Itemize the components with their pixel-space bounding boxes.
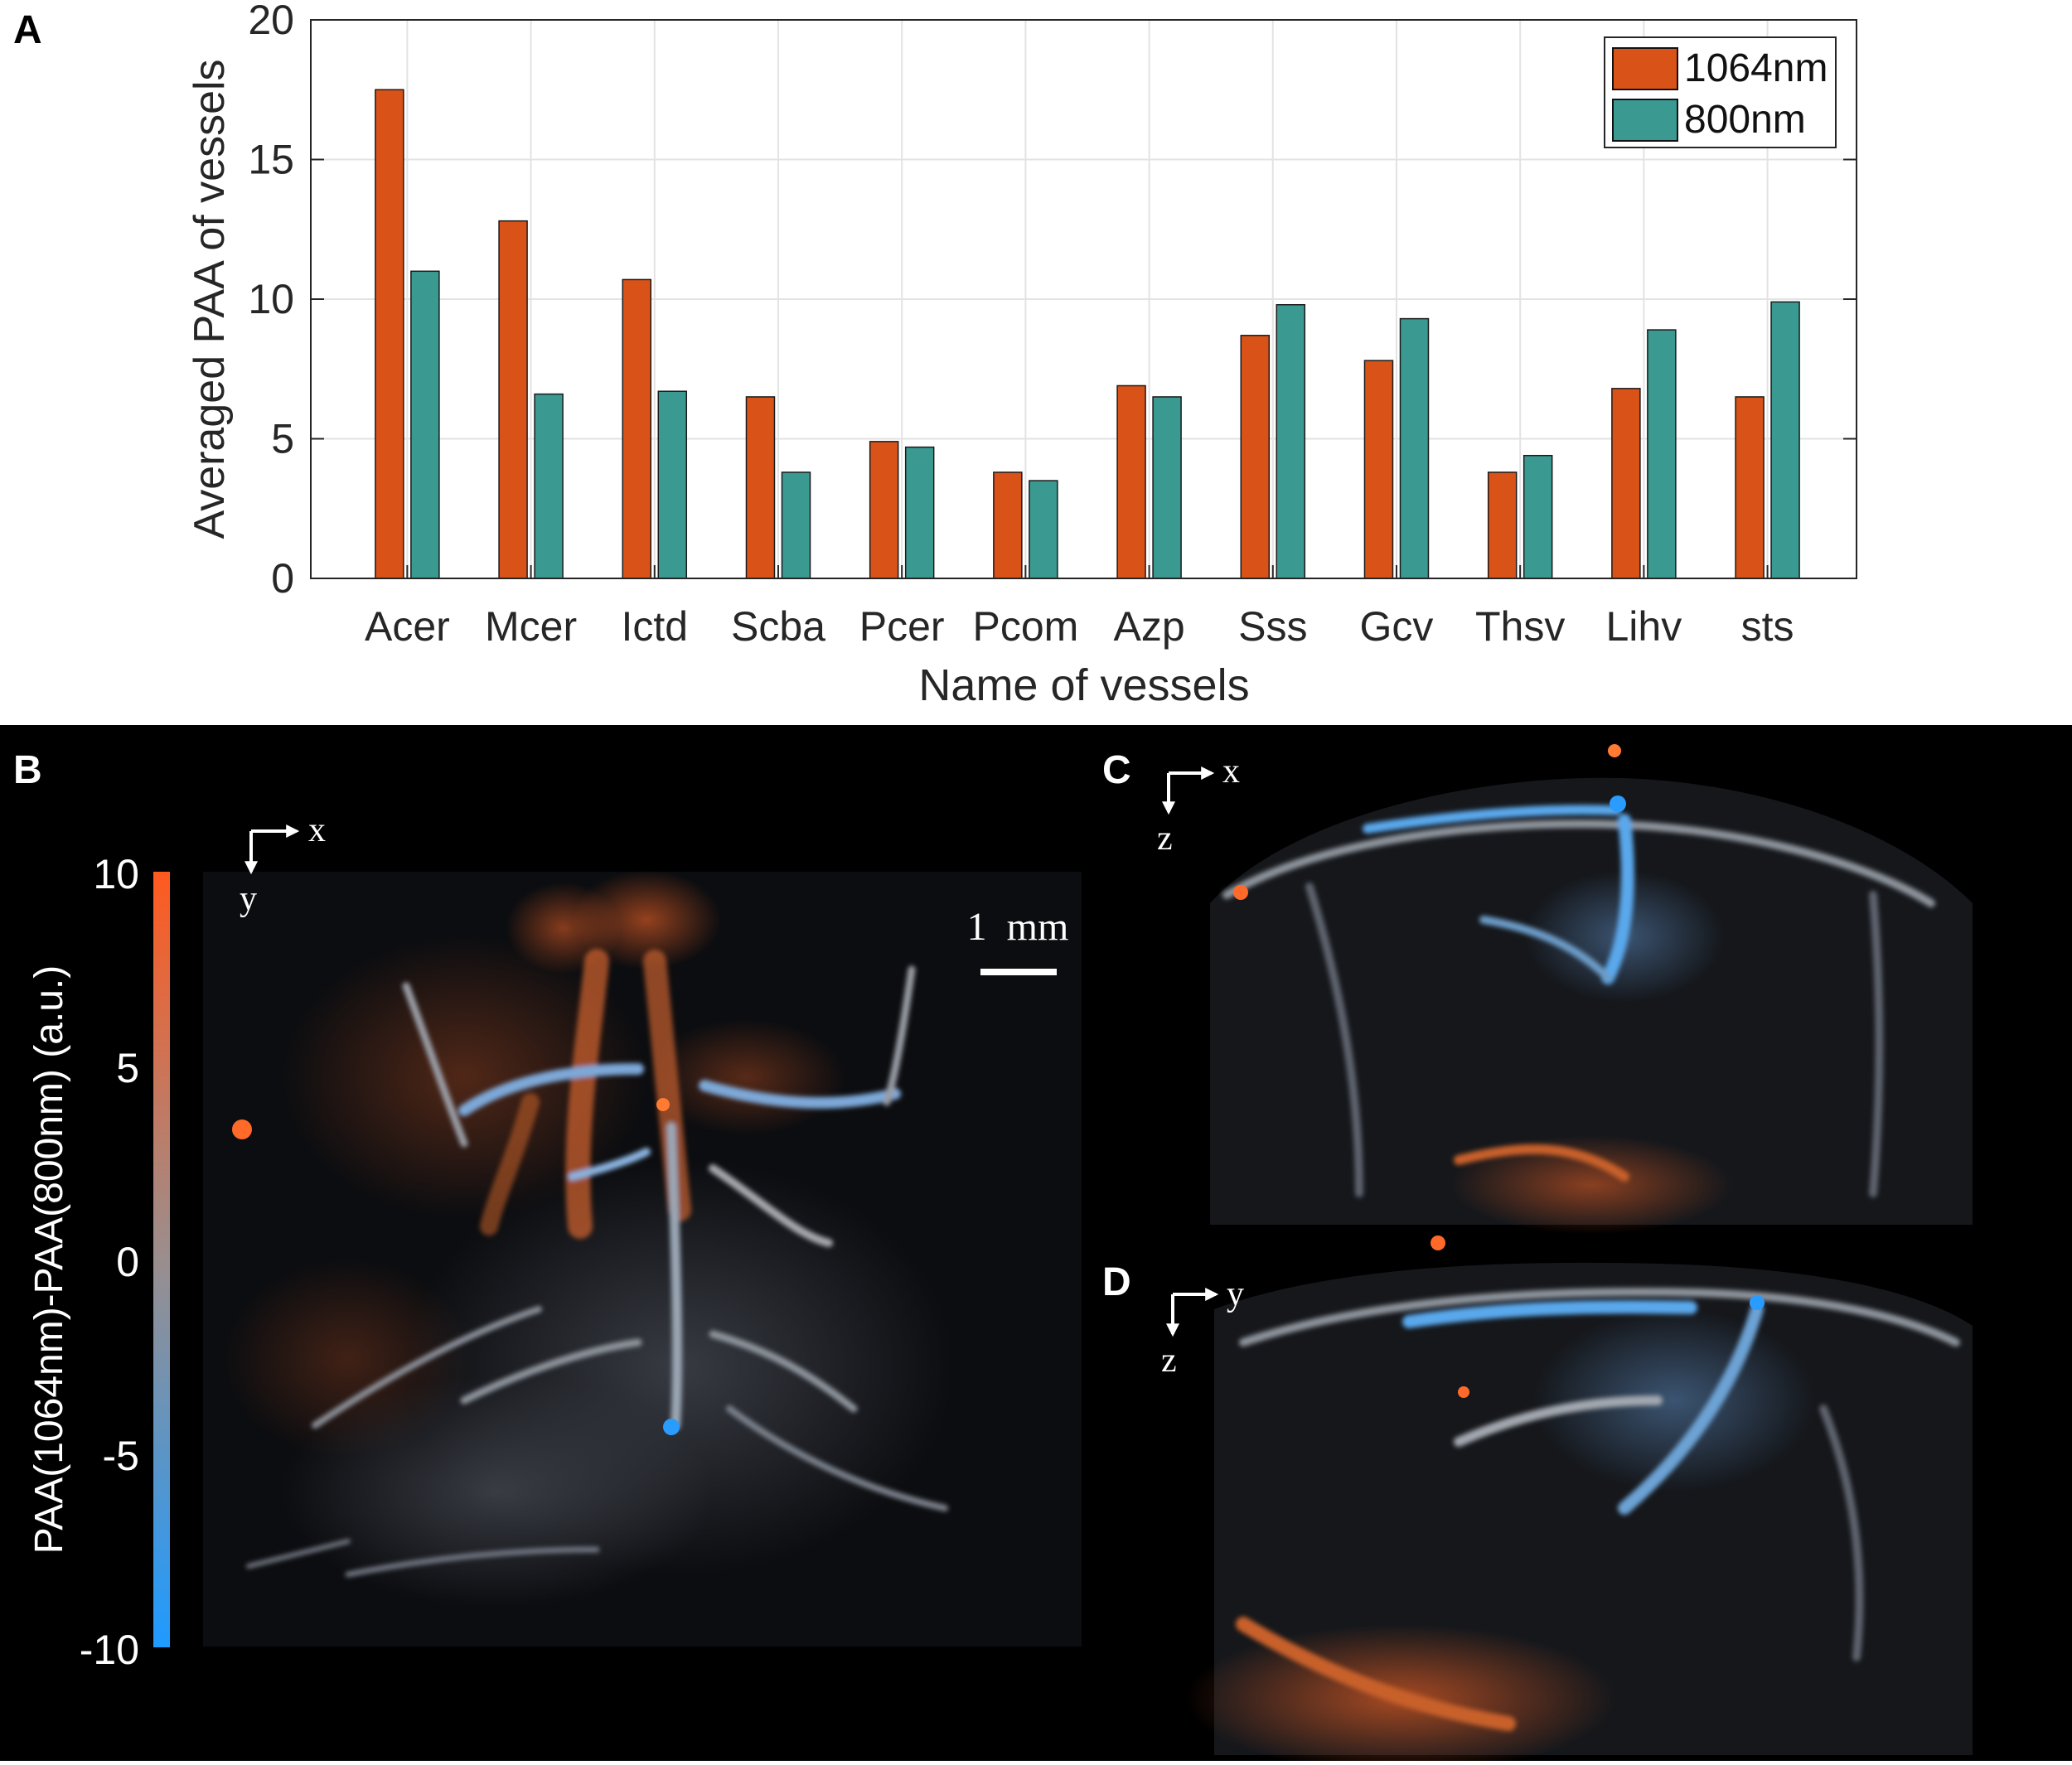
bar-800nm-Lihv: [1647, 329, 1677, 579]
panel-b-image: x y 1 mm: [203, 811, 1082, 1647]
x-tick-label: Sss: [1238, 603, 1307, 650]
colorbar-tick: 10: [93, 851, 139, 897]
colorbar-tick: -5: [103, 1433, 139, 1479]
bar-800nm-sts: [1770, 301, 1800, 579]
panel-d-axis-v: z: [1161, 1342, 1177, 1380]
y-tick-label: 0: [271, 555, 294, 602]
bar-1064nm-Azp: [1116, 384, 1146, 579]
bar-1064nm-Pcer: [869, 441, 899, 579]
bar-1064nm-Scba: [745, 396, 776, 579]
legend: 1064nm 800nm: [1604, 36, 1837, 148]
x-tick-label: Pcom: [972, 603, 1078, 650]
bar-1064nm-Acer: [375, 89, 404, 579]
y-tick-label: 10: [248, 276, 294, 322]
scale-bar-label: 1 mm: [967, 905, 1069, 949]
y-tick-label: 5: [271, 416, 294, 462]
bar-1064nm-Thsv: [1487, 471, 1518, 579]
colorbar-tick: 5: [116, 1045, 139, 1091]
y-axis-label: Averaged PAA of vessels: [186, 59, 234, 539]
panel-c-image: x z: [1157, 744, 1973, 1235]
panel-d-image: y z: [1161, 1236, 1973, 1765]
bar-800nm-Mcer: [534, 393, 564, 579]
x-tick-label: sts: [1741, 603, 1794, 650]
x-axis-ticks: Acer Mcer Ictd Scba Pcer Pcom Azp Sss Gcv Thsv Lih…: [365, 565, 1794, 650]
x-axis-label: Name of vessels: [918, 660, 1249, 710]
x-tick-label: Gcv: [1360, 603, 1434, 650]
panel-c-axis-h: x: [1222, 752, 1240, 791]
legend-swatch-800nm: [1612, 99, 1678, 142]
panel-b-axes-indicator: x y: [240, 811, 326, 918]
scale-bar: 1 mm: [967, 905, 1069, 975]
x-tick-label: Lihv: [1606, 603, 1682, 650]
legend-label-1064nm: 1064nm: [1684, 46, 1828, 90]
bar-800nm-Pcer: [904, 446, 935, 579]
panel-label-a: A: [13, 8, 42, 52]
x-tick-label: Scba: [731, 603, 825, 650]
y-axis-ticks: 0 5 10 15 20: [248, 0, 1857, 602]
x-tick-label: Acer: [365, 603, 450, 650]
colorbar-tick: 0: [116, 1239, 139, 1285]
panel-c-axes-indicator: x z: [1157, 752, 1240, 858]
legend-swatch-1064nm: [1612, 47, 1678, 90]
x-tick-label: Pcer: [859, 603, 945, 650]
panel-label-b: B: [13, 748, 42, 792]
bar-800nm-Gcv: [1399, 317, 1430, 579]
panel-b-axis-v: y: [240, 880, 257, 918]
panel-d-axes-indicator: y z: [1161, 1275, 1244, 1380]
bar-1064nm-Mcer: [498, 220, 528, 579]
bar-1064nm-Ictd: [622, 278, 652, 579]
y-tick-label: 15: [248, 137, 294, 183]
y-tick-label: 20: [248, 0, 294, 43]
bar-800nm-Azp: [1152, 396, 1182, 579]
x-tick-label: Azp: [1113, 603, 1184, 650]
panel-b-axis-h: x: [308, 811, 326, 849]
colorbar-tick: -10: [80, 1627, 139, 1673]
x-tick-label: Mcer: [485, 603, 577, 650]
panel-label-c: C: [1102, 748, 1131, 792]
x-tick-label: Ictd: [621, 603, 688, 650]
bar-series: [375, 89, 1800, 579]
colorbar-gradient: [153, 872, 170, 1647]
bar-1064nm-Sss: [1240, 335, 1271, 579]
bar-800nm-Sss: [1276, 303, 1306, 579]
bar-1064nm-sts: [1735, 396, 1765, 579]
bar-800nm-Ictd: [657, 390, 688, 579]
bar-1064nm-Gcv: [1363, 360, 1394, 579]
bar-1064nm-Lihv: [1611, 388, 1641, 579]
bar-800nm-Thsv: [1523, 454, 1553, 579]
legend-label-800nm: 800nm: [1684, 98, 1806, 142]
bar-800nm-Scba: [781, 471, 811, 579]
grid-lines: [311, 20, 1857, 578]
bar-1064nm-Pcom: [993, 471, 1023, 579]
x-tick-label: Thsv: [1475, 603, 1565, 650]
bar-800nm-Pcom: [1029, 480, 1058, 579]
colorbar-label: PAA(1064nm)-PAA(800nm) (a.u.): [27, 965, 71, 1554]
colorbar: PAA(1064nm)-PAA(800nm) (a.u.) 10 5 0 -5 …: [27, 851, 170, 1673]
panel-label-d: D: [1102, 1260, 1131, 1304]
panel-d-axis-h: y: [1227, 1275, 1244, 1313]
bar-chart: 0 5 10 15 20 Acer Mcer Ictd Scba Pcer Pcom Azp Sss G…: [186, 0, 1857, 710]
panel-c-axis-v: z: [1157, 820, 1173, 858]
scale-bar-line: [980, 969, 1057, 975]
bar-800nm-Acer: [410, 270, 440, 579]
